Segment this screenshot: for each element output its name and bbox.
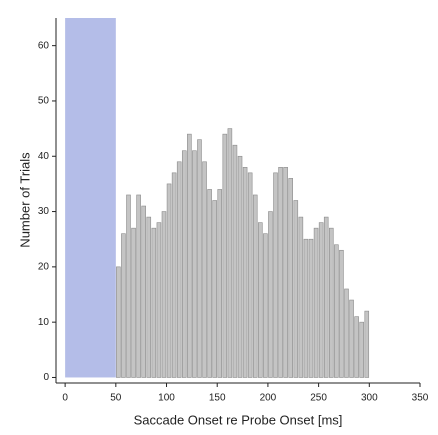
bar [121, 233, 126, 378]
bar [181, 150, 187, 378]
bar [293, 200, 299, 378]
bar [247, 172, 253, 378]
bar [323, 216, 329, 378]
bar [146, 216, 152, 378]
bar [359, 321, 364, 378]
bar [278, 167, 283, 378]
bar [126, 194, 131, 378]
bar [202, 161, 207, 378]
bar [227, 128, 233, 378]
bar [298, 216, 304, 378]
bar [339, 249, 344, 378]
bar [116, 266, 121, 378]
bar [207, 189, 212, 378]
bar [303, 238, 309, 378]
bar [156, 222, 162, 378]
x-tick-label: 100 [158, 393, 175, 404]
bar [263, 233, 268, 378]
bar [131, 227, 136, 378]
bar [192, 150, 197, 378]
y-tick-label: 50 [38, 96, 50, 107]
x-axis-label: Saccade Onset re Probe Onset [ms] [134, 412, 343, 427]
bar [136, 194, 141, 378]
y-axis-label: Number of Trials [17, 152, 32, 248]
bar [237, 155, 243, 378]
bar [141, 205, 146, 378]
y-tick-label: 40 [38, 151, 50, 162]
bar [242, 167, 248, 378]
y-tick-label: 30 [38, 206, 50, 217]
bar [161, 211, 167, 378]
bar [176, 161, 182, 378]
x-tick-label: 350 [412, 393, 429, 404]
bar [197, 139, 202, 378]
y-tick-label: 10 [38, 317, 50, 328]
x-tick-label: 200 [260, 393, 277, 404]
bar [268, 211, 273, 378]
y-tick-label: 0 [43, 372, 49, 383]
bar [151, 227, 157, 378]
bar [334, 244, 339, 378]
bar [187, 133, 192, 378]
bar [313, 227, 319, 378]
bar [308, 238, 314, 378]
bar [318, 222, 324, 378]
bar [329, 227, 334, 378]
x-tick-label: 250 [310, 393, 327, 404]
bar [217, 189, 223, 378]
bar [364, 310, 370, 378]
bar [273, 172, 278, 378]
x-tick-label: 50 [110, 393, 122, 404]
y-tick-label: 20 [38, 262, 50, 273]
bar [288, 178, 294, 378]
y-tick-label: 60 [38, 40, 50, 51]
bar [232, 144, 238, 378]
bar [252, 194, 258, 378]
bar [222, 133, 228, 378]
bar [349, 299, 354, 378]
bar [354, 316, 359, 378]
x-tick-label: 150 [209, 393, 226, 404]
bar [283, 167, 288, 378]
bar [212, 200, 217, 378]
x-tick-label: 300 [361, 393, 378, 404]
shaded-region [65, 18, 116, 378]
bar [166, 183, 172, 378]
bar [344, 288, 349, 378]
bar [171, 172, 177, 378]
bar [258, 222, 263, 378]
x-tick-label: 0 [62, 393, 68, 404]
